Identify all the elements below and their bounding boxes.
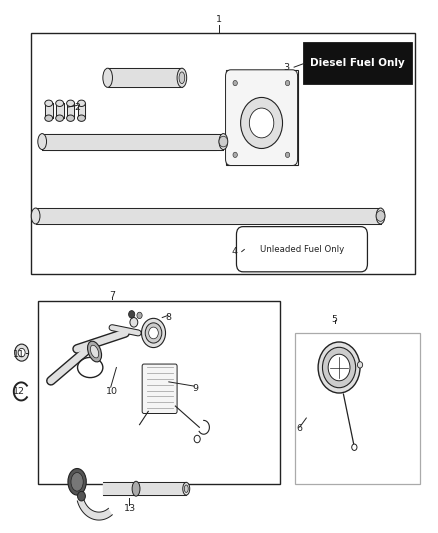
Bar (31, 33, 416, 274)
Circle shape (286, 152, 290, 158)
Circle shape (240, 98, 283, 149)
Text: 12: 12 (13, 387, 25, 396)
Polygon shape (78, 498, 112, 520)
Ellipse shape (90, 345, 99, 358)
Ellipse shape (149, 327, 158, 339)
FancyBboxPatch shape (142, 364, 177, 414)
Ellipse shape (78, 115, 85, 122)
Text: 7: 7 (109, 291, 115, 300)
Ellipse shape (183, 482, 190, 495)
Text: 3: 3 (284, 63, 290, 71)
Circle shape (352, 444, 357, 450)
Ellipse shape (132, 481, 140, 496)
Text: 8: 8 (166, 312, 172, 321)
Text: 1: 1 (216, 15, 222, 24)
Bar (295, 333, 420, 484)
Ellipse shape (88, 341, 102, 362)
Bar (38, 301, 280, 484)
Text: 5: 5 (332, 315, 338, 324)
Ellipse shape (71, 472, 83, 491)
Ellipse shape (67, 100, 74, 107)
Text: 9: 9 (192, 384, 198, 393)
Ellipse shape (130, 318, 138, 327)
Circle shape (357, 362, 363, 368)
Ellipse shape (78, 100, 85, 107)
Circle shape (18, 349, 25, 357)
Circle shape (328, 354, 350, 381)
Ellipse shape (78, 491, 85, 501)
Ellipse shape (38, 134, 46, 150)
Ellipse shape (145, 323, 162, 343)
Circle shape (286, 80, 290, 86)
Ellipse shape (45, 115, 53, 122)
Ellipse shape (103, 68, 113, 87)
Bar (304, 43, 411, 83)
Ellipse shape (67, 115, 74, 122)
Circle shape (233, 80, 237, 86)
Ellipse shape (219, 134, 228, 150)
Ellipse shape (376, 208, 385, 224)
Circle shape (219, 136, 228, 147)
Text: Diesel Fuel Only: Diesel Fuel Only (310, 58, 405, 68)
Text: 10: 10 (106, 387, 118, 396)
Ellipse shape (56, 100, 64, 107)
Ellipse shape (45, 100, 53, 107)
Ellipse shape (177, 68, 187, 87)
Ellipse shape (129, 311, 135, 318)
Text: 2: 2 (74, 102, 80, 111)
Circle shape (233, 152, 237, 158)
Circle shape (376, 211, 385, 221)
Circle shape (14, 344, 28, 361)
Ellipse shape (184, 485, 188, 492)
Ellipse shape (56, 115, 64, 122)
Bar (226, 70, 297, 165)
Ellipse shape (68, 469, 86, 495)
Ellipse shape (179, 72, 185, 84)
Text: 4: 4 (231, 247, 237, 256)
Ellipse shape (137, 312, 142, 319)
Circle shape (249, 108, 274, 138)
Text: 13: 13 (124, 504, 135, 513)
FancyBboxPatch shape (226, 70, 297, 165)
Circle shape (322, 348, 356, 387)
Ellipse shape (31, 208, 40, 224)
Text: 11: 11 (13, 350, 25, 359)
Ellipse shape (141, 318, 166, 348)
Circle shape (318, 342, 360, 393)
FancyBboxPatch shape (237, 227, 367, 272)
Text: 6: 6 (297, 424, 303, 433)
Circle shape (194, 435, 200, 443)
Text: Unleaded Fuel Only: Unleaded Fuel Only (260, 245, 344, 254)
